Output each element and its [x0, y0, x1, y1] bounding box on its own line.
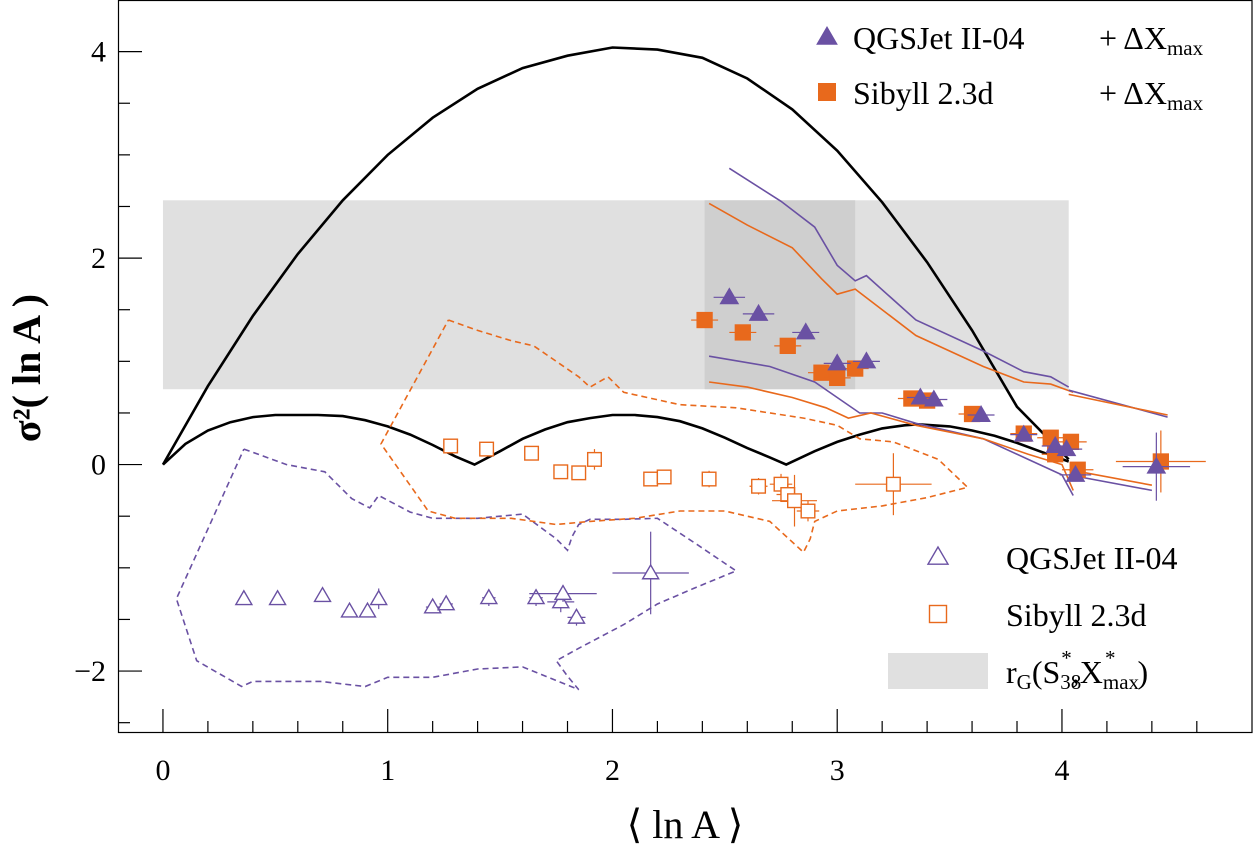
plot-frame	[117, 0, 1253, 734]
data-point	[524, 445, 540, 461]
data-point	[586, 451, 602, 467]
data-point	[358, 601, 377, 618]
legend-top-entry: Sibyll 2.3d + ΔXmax	[818, 75, 1204, 115]
data-point	[971, 405, 991, 423]
data-point	[656, 469, 672, 485]
y-tick-label: 4	[91, 36, 106, 69]
data-point	[340, 601, 359, 618]
data-points	[234, 287, 1206, 626]
rg-band	[162, 200, 1069, 390]
data-point	[643, 471, 659, 487]
legend-bottom-entry: QGSJet II-04	[926, 540, 1178, 576]
legend-band-swatch	[888, 653, 988, 689]
data-point	[795, 322, 816, 340]
data-point	[268, 589, 287, 606]
data-point	[423, 597, 442, 614]
legend-label: Sibyll 2.3d	[853, 75, 993, 111]
x-tick-label: 1	[380, 754, 395, 787]
y-tick-label: 0	[91, 449, 106, 482]
data-point	[701, 471, 717, 487]
x-tick-label: 3	[830, 754, 845, 787]
legend-suffix: + ΔXmax	[1099, 20, 1204, 60]
axes: 0 1 2 3 4 −2 0 2 4	[74, 0, 1198, 787]
model-band-line-0	[728, 167, 1070, 388]
legend-marker	[818, 83, 836, 101]
data-point	[567, 607, 586, 624]
data-point	[829, 369, 846, 387]
legend-bottom-entry: Sibyll 2.3d	[928, 597, 1146, 633]
legend-bottom: QGSJet II-04 Sibyll 2.3d rG(S38*,Xmax*)	[888, 540, 1178, 694]
data-point	[1013, 424, 1034, 442]
data-point	[553, 584, 573, 601]
data-point	[369, 589, 388, 606]
data-point	[641, 563, 660, 580]
data-point	[885, 476, 901, 492]
legend-marker	[928, 604, 948, 624]
data-point	[1146, 456, 1167, 474]
data-point	[751, 478, 767, 494]
data-point	[436, 594, 456, 611]
model-band-line-6	[1068, 393, 1168, 416]
data-point	[734, 324, 751, 341]
physical-boundary	[161, 46, 1070, 467]
x-tick-label: 2	[605, 754, 620, 787]
model-band-line-2	[708, 202, 1074, 394]
legend-label: QGSJet II-04	[853, 20, 1025, 56]
data-point	[551, 592, 570, 609]
dashed-contours	[175, 319, 970, 691]
series-open-square	[443, 438, 932, 527]
x-tick-label: 0	[155, 754, 170, 787]
data-point	[923, 389, 944, 407]
x-tick-label: 4	[1054, 754, 1069, 787]
legend-subscript: max	[1167, 36, 1204, 60]
legend-label: rG(S38*,Xmax*)	[1006, 646, 1148, 694]
dashed-contour-0	[175, 448, 738, 691]
data-point	[748, 303, 769, 321]
data-point	[571, 465, 587, 481]
series-open-triangle	[234, 531, 689, 626]
data-point	[313, 586, 332, 603]
data-point	[553, 464, 569, 480]
data-point	[526, 588, 546, 605]
data-point	[234, 589, 254, 606]
model-band-line-4	[1068, 389, 1168, 418]
data-point	[443, 438, 459, 454]
legend-marker	[816, 26, 838, 45]
data-point	[696, 311, 713, 329]
data-point	[1056, 439, 1077, 457]
legend-top-entry: QGSJet II-04 + ΔXmax	[816, 20, 1204, 60]
boundary-upper-curve	[161, 46, 1070, 466]
series-filled-square	[691, 311, 1206, 493]
data-point	[800, 503, 816, 519]
series-filled-triangle	[713, 287, 1191, 501]
data-point	[787, 493, 803, 509]
y-axis-title: σ²( ln A )	[4, 294, 49, 442]
data-point	[1065, 464, 1086, 482]
correlation-bands	[162, 200, 1069, 390]
legend-label: QGSJet II-04	[1006, 540, 1178, 576]
legend-marker	[926, 545, 950, 565]
data-point	[479, 441, 495, 457]
model-band-line-3	[708, 381, 1074, 491]
legend-suffix: + ΔXmax	[1099, 75, 1204, 115]
legend-top: QGSJet II-04 + ΔXmax Sibyll 2.3d + ΔXmax	[816, 20, 1204, 115]
data-point	[719, 287, 740, 305]
legend-subscript: max	[1167, 91, 1204, 115]
x-axis-title: ⟨ ln A ⟩	[627, 802, 744, 847]
legend-bottom-entry: rG(S38*,Xmax*)	[888, 646, 1148, 694]
data-point	[856, 351, 877, 369]
y-axis-title-group: σ²( ln A )	[4, 294, 49, 442]
data-point	[479, 588, 499, 605]
y-tick-label: −2	[74, 655, 106, 688]
boundary-lower-curve	[162, 413, 1070, 467]
data-point	[779, 337, 796, 355]
model-band-line-1	[708, 355, 1074, 496]
data-point	[827, 353, 848, 371]
legend-label: Sibyll 2.3d	[1006, 597, 1146, 633]
y-tick-label: 2	[91, 242, 106, 275]
